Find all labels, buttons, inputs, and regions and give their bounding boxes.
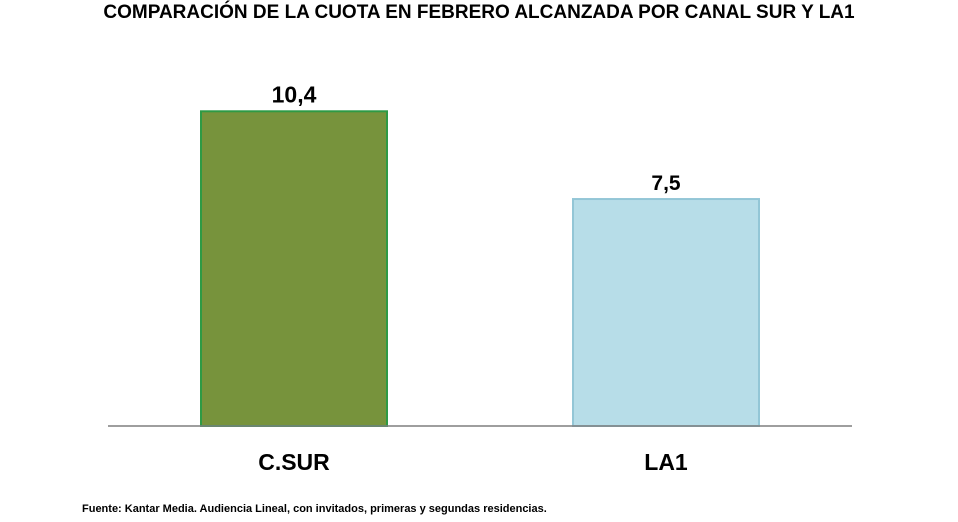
source-note: Fuente: Kantar Media. Audiencia Lineal, … — [82, 503, 547, 515]
bar-la1 — [572, 198, 760, 427]
category-label: C.SUR — [258, 449, 330, 475]
category-label: LA1 — [644, 449, 688, 475]
value-label: 7,5 — [651, 172, 681, 195]
chart-title: COMPARACIÓN DE LA CUOTA EN FEBRERO ALCAN… — [103, 2, 855, 23]
value-label: 10,4 — [272, 81, 317, 107]
bar-csur — [200, 110, 388, 427]
labels-layer: 10,4 C.SUR 7,5 LA1 — [258, 81, 688, 475]
bars-layer — [200, 110, 760, 427]
